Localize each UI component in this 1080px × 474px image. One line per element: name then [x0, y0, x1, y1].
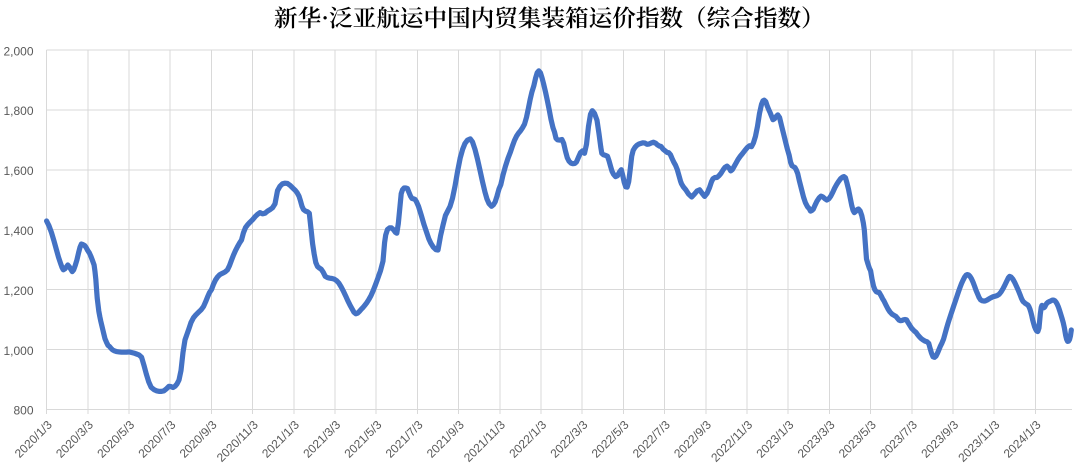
svg-text:1,600: 1,600	[3, 164, 33, 178]
svg-text:1,400: 1,400	[3, 224, 33, 238]
svg-text:1,800: 1,800	[3, 104, 33, 118]
svg-text:2,000: 2,000	[3, 44, 33, 58]
svg-text:1,200: 1,200	[3, 284, 33, 298]
svg-text:800: 800	[13, 404, 33, 418]
svg-text:1,000: 1,000	[3, 344, 33, 358]
